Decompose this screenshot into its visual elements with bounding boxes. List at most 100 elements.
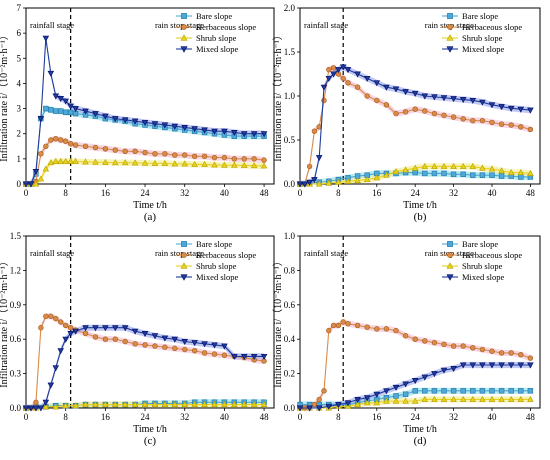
- data-point-herb: [201, 350, 208, 356]
- data-point-herb: [38, 151, 44, 157]
- data-point-mixed: [250, 353, 258, 360]
- data-point-herb: [191, 347, 198, 354]
- data-point-shrub: [383, 397, 390, 404]
- data-point-shrub: [67, 157, 74, 164]
- data-point-herb: [412, 106, 418, 112]
- data-point-shrub: [52, 157, 60, 164]
- data-point-shrub: [32, 180, 40, 187]
- data-point-herb: [92, 144, 99, 151]
- data-point-herb: [402, 333, 409, 339]
- data-point-shrub: [469, 395, 477, 402]
- data-point-bare: [470, 172, 476, 178]
- data-point-mixed: [315, 155, 323, 162]
- data-point-herb: [321, 97, 327, 104]
- data-point-shrub: [363, 176, 371, 183]
- data-point-mixed: [191, 340, 198, 347]
- x-tick-label: 8: [336, 412, 341, 422]
- data-point-shrub: [42, 165, 50, 172]
- data-point-herb: [306, 163, 313, 170]
- plot-frame: [299, 235, 541, 409]
- confidence-band: [26, 313, 265, 408]
- legend-entry: Bare slope: [462, 11, 498, 21]
- data-point-bare: [62, 109, 69, 116]
- legend-entry: Mixed slope: [196, 272, 238, 282]
- data-point-mixed: [72, 328, 79, 335]
- data-point-herb: [311, 401, 318, 408]
- data-point-shrub: [131, 159, 139, 166]
- data-point-shrub: [498, 167, 505, 174]
- legend-entry: Shrub slope: [462, 33, 503, 43]
- x-axis-label: Time t/h: [133, 424, 167, 435]
- data-point-mixed: [411, 378, 419, 384]
- y-tick-label: 0.6: [10, 334, 22, 344]
- data-point-shrub: [260, 401, 268, 408]
- data-point-mixed: [181, 124, 188, 131]
- data-point-herb: [498, 350, 505, 356]
- panel-label: (b): [414, 211, 427, 223]
- data-point-bare: [498, 388, 505, 394]
- data-point-herb: [316, 396, 322, 403]
- data-point-herb: [82, 330, 89, 337]
- x-tick-label: 40: [220, 412, 230, 422]
- confidence-band: [26, 324, 265, 408]
- data-point-mixed: [296, 181, 304, 188]
- data-point-herb: [470, 345, 476, 351]
- rainfall-stage-label: rainfall stage: [30, 248, 74, 258]
- data-point-bare: [412, 388, 418, 394]
- x-tick-label: 8: [63, 412, 68, 422]
- data-point-herb: [142, 149, 148, 156]
- data-point-mixed: [151, 333, 159, 340]
- data-point-herb: [172, 152, 178, 158]
- data-point-shrub: [363, 399, 371, 406]
- data-point-bare: [489, 172, 495, 178]
- data-point-shrub: [250, 401, 258, 408]
- data-point-bare: [450, 171, 457, 178]
- data-point-shrub: [517, 169, 525, 176]
- legend-entry: Herbaceous slope: [196, 250, 256, 260]
- data-point-mixed: [459, 362, 467, 369]
- data-point-shrub: [37, 175, 45, 182]
- legend-entry: Herbaceous slope: [462, 22, 522, 32]
- data-point-herb: [422, 338, 428, 344]
- legend-entry: Herbaceous slope: [462, 250, 522, 260]
- data-point-mixed: [498, 362, 505, 369]
- data-point-herb: [340, 75, 346, 82]
- data-point-bare: [422, 388, 428, 394]
- data-point-mixed: [112, 325, 119, 332]
- legend-marker: [180, 34, 188, 41]
- data-point-herb: [58, 137, 64, 143]
- y-axis-label: Infiltration rate i/（10⁻²m·h⁻¹）: [272, 256, 284, 388]
- data-point-herb: [231, 156, 238, 162]
- data-point-shrub: [431, 162, 438, 169]
- data-point-mixed: [22, 181, 30, 188]
- data-point-bare: [450, 388, 457, 394]
- data-point-bare: [43, 105, 49, 112]
- data-point-herb: [354, 322, 361, 329]
- data-point-shrub: [517, 395, 525, 402]
- data-point-shrub: [211, 161, 218, 168]
- data-point-herb: [182, 152, 188, 158]
- data-point-herb: [431, 339, 438, 346]
- data-point-shrub: [392, 168, 400, 175]
- data-point-mixed: [52, 365, 60, 372]
- data-point-herb: [82, 143, 89, 149]
- y-tick-label: 6: [17, 28, 22, 38]
- data-point-herb: [142, 342, 148, 348]
- data-point-herb: [33, 399, 39, 405]
- legend-marker: [181, 241, 187, 247]
- data-point-mixed: [344, 67, 352, 74]
- data-point-herb: [48, 313, 54, 319]
- data-point-mixed: [402, 89, 409, 96]
- x-axis-label: Time t/h: [403, 200, 437, 211]
- y-tick-label: 4: [17, 78, 22, 88]
- data-point-mixed: [260, 353, 268, 360]
- data-point-bare: [479, 172, 486, 178]
- x-tick-label: 24: [141, 188, 151, 198]
- data-point-bare: [527, 388, 534, 394]
- data-point-bare: [441, 170, 447, 177]
- data-point-shrub: [402, 166, 409, 173]
- legend-marker: [446, 274, 454, 281]
- x-tick-label: 32: [180, 412, 189, 422]
- data-point-herb: [311, 128, 318, 134]
- y-tick-label: 5: [17, 53, 22, 63]
